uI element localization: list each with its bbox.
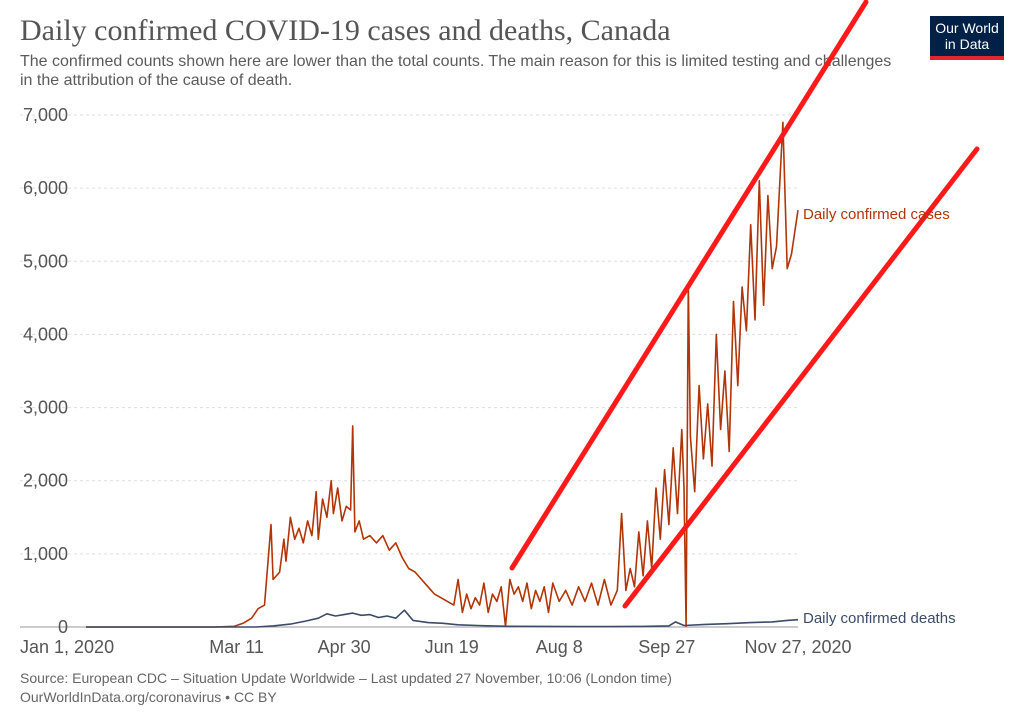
y-tick-label: 7,000 — [23, 105, 68, 125]
series-line — [86, 609, 799, 628]
x-tick-label: Aug 8 — [536, 637, 583, 657]
y-tick-label: 0 — [58, 617, 68, 637]
chart-title: Daily confirmed COVID-19 cases and death… — [20, 14, 671, 47]
x-tick-label: Jan 1, 2020 — [20, 637, 114, 657]
y-tick-label: 3,000 — [23, 398, 68, 418]
series-line — [86, 121, 799, 628]
x-tick-label: Jun 19 — [425, 637, 479, 657]
series-labels: Daily confirmed cases Daily confirmed dea… — [803, 206, 956, 627]
license-text[interactable]: OurWorldInData.org/coronavirus • CC BY — [20, 689, 277, 705]
y-axis-labels: 0 1,000 2,000 3,000 4,000 5,000 6,000 7,000 — [23, 105, 68, 637]
series-label: Daily confirmed cases — [803, 206, 950, 223]
y-tick-label: 4,000 — [23, 324, 68, 344]
annotation-trend-line-lower — [622, 146, 980, 609]
x-axis-labels: Jan 1, 2020 Mar 11 Apr 30 Jun 19 Aug 8 Sep 27… — [20, 637, 852, 657]
x-tick-label: Nov 27, 2020 — [744, 637, 851, 657]
y-tick-label: 2,000 — [23, 471, 68, 491]
annotation-lines — [509, 0, 980, 609]
series-label: Daily confirmed deaths — [803, 610, 956, 627]
owid-logo[interactable]: Our World in Data — [930, 16, 1004, 60]
series-lines — [86, 121, 799, 628]
annotation-trend-line-upper — [509, 0, 869, 571]
source-note: Source: European CDC – Situation Update … — [20, 669, 672, 707]
x-tick-label: Sep 27 — [638, 637, 695, 657]
grid-lines — [20, 114, 798, 628]
y-tick-label: 6,000 — [23, 178, 68, 198]
source-text: Source: European CDC – Situation Update … — [20, 670, 672, 686]
logo-line-1: Our World — [935, 20, 999, 36]
x-tick-label: Apr 30 — [318, 637, 371, 657]
y-tick-label: 5,000 — [23, 251, 68, 271]
logo-line-2: in Data — [944, 36, 990, 52]
y-tick-label: 1,000 — [23, 544, 68, 564]
chart-subtitle: The confirmed counts shown here are lowe… — [20, 53, 892, 89]
x-tick-label: Mar 11 — [209, 637, 264, 657]
